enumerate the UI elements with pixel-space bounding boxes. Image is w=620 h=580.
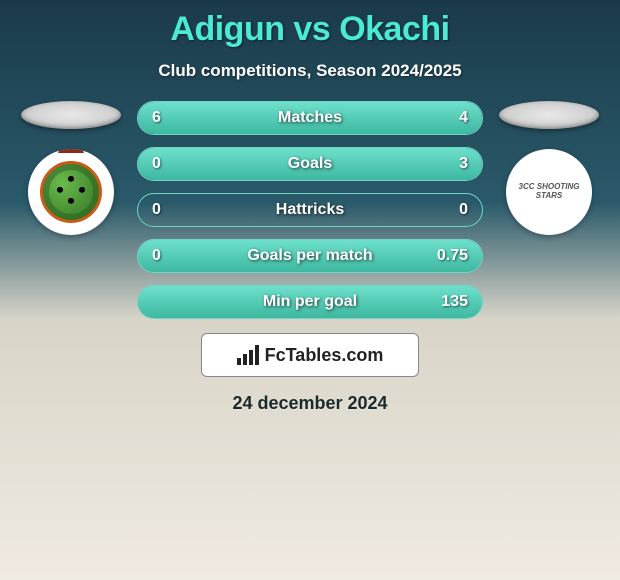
brand-text: FcTables.com bbox=[265, 345, 384, 366]
stat-label: Min per goal bbox=[263, 293, 357, 311]
stat-label: Goals bbox=[288, 155, 332, 173]
stat-value-left: 6 bbox=[152, 109, 161, 127]
stats-column: 6 4 Matches 0 3 Goals 0 0 Hattricks 0 0.75 Goals pe… bbox=[137, 101, 483, 319]
brand-link[interactable]: FcTables.com bbox=[201, 333, 419, 377]
date-label: 24 december 2024 bbox=[0, 393, 620, 414]
shooting-stars-logo: 3CC SHOOTING STARS bbox=[506, 149, 592, 235]
stat-label: Hattricks bbox=[276, 201, 344, 219]
stat-bar: 0 0 Hattricks bbox=[137, 193, 483, 227]
stat-bar: 6 4 Matches bbox=[137, 101, 483, 135]
stat-value-right: 0.75 bbox=[437, 247, 468, 265]
stat-label: Matches bbox=[278, 109, 342, 127]
stat-value-right: 3 bbox=[459, 155, 468, 173]
stat-bar: 0 3 Goals bbox=[137, 147, 483, 181]
stat-value-left: 0 bbox=[152, 201, 161, 219]
left-col bbox=[21, 101, 121, 235]
stat-label: Goals per match bbox=[247, 247, 372, 265]
right-col: 3CC SHOOTING STARS bbox=[499, 101, 599, 235]
stat-value-right: 4 bbox=[459, 109, 468, 127]
main-area: 6 4 Matches 0 3 Goals 0 0 Hattricks 0 0.75 Goals pe… bbox=[0, 101, 620, 319]
stat-value-right: 0 bbox=[459, 201, 468, 219]
player-base-left bbox=[21, 101, 121, 129]
player-base-right bbox=[499, 101, 599, 129]
kwara-united-logo bbox=[28, 149, 114, 235]
stat-value-right: 135 bbox=[441, 293, 468, 311]
bar-chart-icon bbox=[237, 345, 259, 365]
stat-value-left: 0 bbox=[152, 247, 161, 265]
subtitle: Club competitions, Season 2024/2025 bbox=[0, 61, 620, 81]
stat-bar: 135 Min per goal bbox=[137, 285, 483, 319]
page-title: Adigun vs Okachi bbox=[0, 10, 620, 49]
comparison-widget: Adigun vs Okachi Club competitions, Seas… bbox=[0, 0, 620, 414]
stat-value-left: 0 bbox=[152, 155, 161, 173]
stat-bar: 0 0.75 Goals per match bbox=[137, 239, 483, 273]
